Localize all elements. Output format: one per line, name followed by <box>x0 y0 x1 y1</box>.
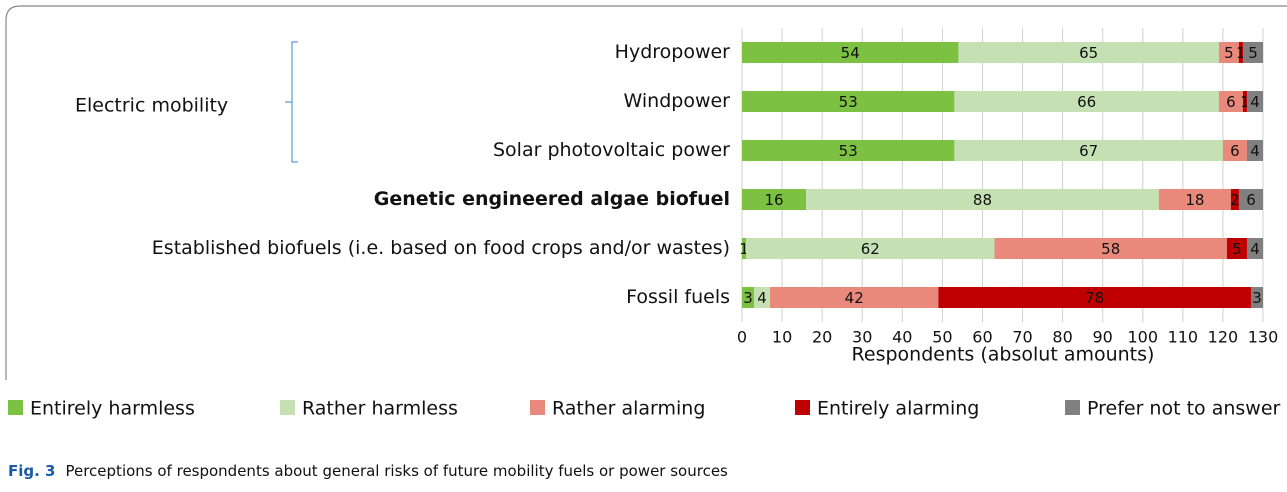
value-label: 54 <box>841 44 860 62</box>
value-label: 78 <box>1085 289 1104 307</box>
y-tick-label: Fossil fuels <box>626 286 730 308</box>
x-tick-label: 20 <box>812 328 832 347</box>
annotation: Electric mobility <box>75 95 228 117</box>
x-tick-label: 80 <box>1052 328 1072 347</box>
bar-segment <box>1230 189 1239 210</box>
x-tick-label: 50 <box>932 328 952 347</box>
bar-segment <box>1218 42 1239 63</box>
value-label: 53 <box>839 142 858 160</box>
x-tick-label: 130 <box>1248 328 1279 347</box>
bar-segment <box>1246 91 1263 112</box>
value-label: 42 <box>845 289 864 307</box>
value-label: 6 <box>1230 142 1240 160</box>
value-label: 62 <box>861 240 880 258</box>
value-label: 1 <box>1240 93 1250 111</box>
bar-segment <box>954 91 1219 112</box>
bar-segment <box>1242 91 1247 112</box>
bar-segment <box>1242 42 1263 63</box>
caption-label: Fig. 3 <box>8 462 55 480</box>
value-label: 6 <box>1246 191 1256 209</box>
x-tick-label: 90 <box>1093 328 1113 347</box>
legend-swatch <box>530 400 545 415</box>
x-tick-label: 100 <box>1127 328 1158 347</box>
value-label: 88 <box>973 191 992 209</box>
value-label: 6 <box>1226 93 1236 111</box>
legend-label: Entirely harmless <box>30 398 195 420</box>
value-label: 1 <box>739 240 749 258</box>
x-tick-label: 40 <box>892 328 912 347</box>
bar-segment <box>770 287 939 308</box>
value-label: 5 <box>1248 44 1258 62</box>
legend-swatch <box>795 400 810 415</box>
value-label: 4 <box>1250 240 1260 258</box>
value-label: 5 <box>1224 44 1234 62</box>
value-label: 18 <box>1185 191 1204 209</box>
x-tick-label: 70 <box>1012 328 1032 347</box>
bar-segment <box>746 238 995 259</box>
value-label: 53 <box>839 93 858 111</box>
value-label: 1 <box>1236 44 1246 62</box>
value-label: 4 <box>1250 93 1260 111</box>
bar-segment <box>742 91 955 112</box>
value-label: 67 <box>1079 142 1098 160</box>
bar-segment <box>1222 140 1247 161</box>
x-tick-label: 0 <box>737 328 747 347</box>
bar-segment <box>754 287 771 308</box>
bar-segment <box>742 42 959 63</box>
legend-label: Entirely alarming <box>817 398 979 420</box>
value-label: 2 <box>1230 191 1240 209</box>
bar-segment <box>994 238 1227 259</box>
value-label: 5 <box>1232 240 1242 258</box>
value-label: 3 <box>743 289 753 307</box>
value-label: 16 <box>765 191 784 209</box>
y-tick-label: Solar photovoltaic power <box>493 139 730 161</box>
x-tick-label: 120 <box>1208 328 1239 347</box>
bar-segment <box>958 42 1219 63</box>
y-tick-label: Windpower <box>624 90 731 112</box>
bar-segment <box>742 287 755 308</box>
caption-text: Perceptions of respondents about general… <box>65 462 728 480</box>
legend-swatch <box>8 400 23 415</box>
legend-swatch <box>1065 400 1080 415</box>
y-tick-label: Genetic engineered algae biofuel <box>374 188 730 210</box>
value-label: 4 <box>757 289 767 307</box>
bar-segment <box>1238 42 1243 63</box>
value-label: 4 <box>1250 142 1260 160</box>
x-tick-label: 30 <box>852 328 872 347</box>
bar-segment <box>742 189 807 210</box>
value-label: 66 <box>1077 93 1096 111</box>
frame <box>5 5 1287 380</box>
bar-segment <box>1226 238 1247 259</box>
legend-swatch <box>280 400 295 415</box>
x-tick-label: 10 <box>772 328 792 347</box>
bar-segment <box>806 189 1159 210</box>
caption: Fig. 3 Perceptions of respondents about g… <box>8 462 728 480</box>
x-tick-label: 60 <box>972 328 992 347</box>
y-tick-label: Established biofuels (i.e. based on food… <box>152 237 730 259</box>
bar-segment <box>1238 189 1263 210</box>
bar-segment <box>1158 189 1231 210</box>
y-tick-label: Hydropower <box>615 41 731 63</box>
bar-segment <box>1250 287 1263 308</box>
legend-label: Rather alarming <box>552 398 705 420</box>
bracket <box>285 41 298 163</box>
x-tick-label: 110 <box>1168 328 1199 347</box>
bar-segment <box>1246 238 1263 259</box>
bar-segment <box>1218 91 1243 112</box>
value-label: 3 <box>1252 289 1262 307</box>
value-label: 65 <box>1079 44 1098 62</box>
legend-label: Prefer not to answer <box>1087 398 1281 420</box>
legend-label: Rather harmless <box>302 398 458 420</box>
x-axis-label: Respondents (absolut amounts) <box>852 344 1155 366</box>
bar-segment <box>742 140 955 161</box>
bar-segment <box>1246 140 1263 161</box>
bar-segment <box>954 140 1223 161</box>
bar-segment <box>938 287 1251 308</box>
bar-segment <box>742 238 747 259</box>
value-label: 58 <box>1101 240 1120 258</box>
